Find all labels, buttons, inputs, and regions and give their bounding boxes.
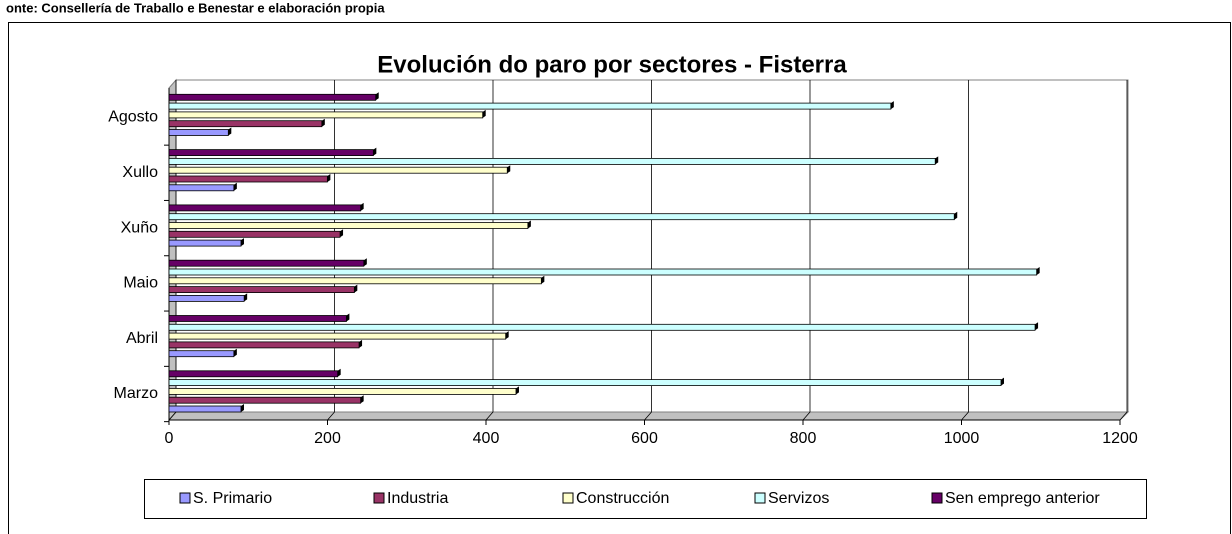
bar [168, 166, 508, 174]
bar [168, 111, 484, 119]
grid-line [327, 80, 335, 421]
bar-shadow [935, 156, 939, 165]
y-tick-label: Abril [126, 330, 158, 347]
bar [168, 341, 360, 349]
legend-swatch [754, 492, 766, 504]
legend-label: Industria [387, 490, 448, 507]
legend [144, 479, 1147, 519]
bar-shadow [244, 293, 248, 302]
bar [168, 175, 328, 183]
bar [168, 222, 529, 229]
legend-label: Servizos [768, 490, 829, 507]
grid-line [644, 80, 652, 421]
chart-title: Evolución do paro por sectores - Fisterr… [377, 51, 847, 78]
y-tick-label: Maio [123, 275, 158, 292]
bar-shadow [360, 202, 364, 211]
bar-shadow [327, 174, 331, 182]
x-tick-label: 1200 [1102, 430, 1138, 447]
bar-shadow [954, 211, 958, 220]
legend-swatch [179, 492, 191, 504]
bar [168, 294, 245, 302]
x-tick-label: 800 [790, 430, 817, 447]
legend-swatch [562, 492, 574, 504]
bar [168, 379, 1002, 387]
grid-line [802, 80, 811, 421]
bar-shadow [1036, 267, 1040, 275]
bar-shadow [360, 395, 364, 404]
legend-swatch [373, 492, 385, 504]
bar-shadow [527, 220, 531, 229]
bar [168, 387, 517, 395]
bar-shadow [321, 118, 325, 127]
bar-shadow [340, 229, 344, 238]
bar [168, 239, 242, 247]
bar-shadow [240, 238, 244, 247]
bar [168, 129, 229, 136]
bar-shadow [346, 313, 350, 322]
bar-shadow [373, 147, 377, 156]
plot-area [169, 80, 1128, 420]
y-tick-label: Marzo [114, 385, 159, 402]
bar-shadow [363, 258, 367, 267]
bar [168, 396, 362, 404]
bar [168, 102, 892, 110]
bar-shadow [228, 127, 232, 136]
bar [168, 184, 235, 192]
x-tick-label: 600 [631, 430, 658, 447]
bar [168, 332, 507, 340]
bar-shadow [359, 339, 363, 348]
y-tick-label: Xullo [122, 164, 158, 181]
y-tick-label: Agosto [108, 109, 158, 126]
bar-shadow [541, 275, 545, 284]
bar [168, 230, 341, 238]
bar-shadow [240, 404, 244, 412]
bar-shadow [233, 182, 237, 191]
bar [168, 149, 374, 157]
bar [168, 213, 955, 221]
bar [168, 120, 323, 128]
grid-line [961, 80, 969, 421]
bar [168, 93, 377, 101]
grid-line [1119, 80, 1128, 421]
bar-shadow [482, 109, 486, 118]
y-tick-label: Xuño [121, 219, 158, 236]
bar [168, 405, 242, 413]
bar-shadow [507, 165, 511, 174]
legend-label: Construcción [576, 490, 669, 507]
bar-shadow [890, 101, 894, 110]
bar-shadow [515, 386, 519, 395]
bar [168, 315, 347, 322]
legend-label: Sen emprego anterior [945, 490, 1100, 507]
x-tick-label: 0 [165, 430, 174, 447]
bar-shadow [1035, 322, 1039, 331]
bar [168, 259, 365, 267]
x-tick-label: 1000 [944, 430, 980, 447]
bar [168, 277, 542, 285]
bar-shadow [375, 92, 379, 101]
bar [168, 370, 339, 378]
bar [168, 268, 1038, 276]
bar [168, 286, 355, 294]
bar [168, 204, 362, 212]
bar [168, 323, 1036, 331]
bar-shadow [337, 368, 341, 377]
legend-label: S. Primario [193, 490, 272, 507]
bar-shadow [1000, 377, 1004, 386]
bar-shadow [233, 348, 237, 357]
x-tick-label: 200 [314, 430, 341, 447]
bar [168, 157, 936, 165]
bar-shadow [354, 284, 358, 293]
x-tick-label: 400 [473, 430, 500, 447]
source-note: onte: Consellería de Traballo e Benestar… [6, 0, 385, 15]
bar [168, 350, 235, 358]
legend-swatch [931, 492, 943, 504]
grid-line [485, 80, 494, 421]
bar-shadow [505, 331, 509, 340]
